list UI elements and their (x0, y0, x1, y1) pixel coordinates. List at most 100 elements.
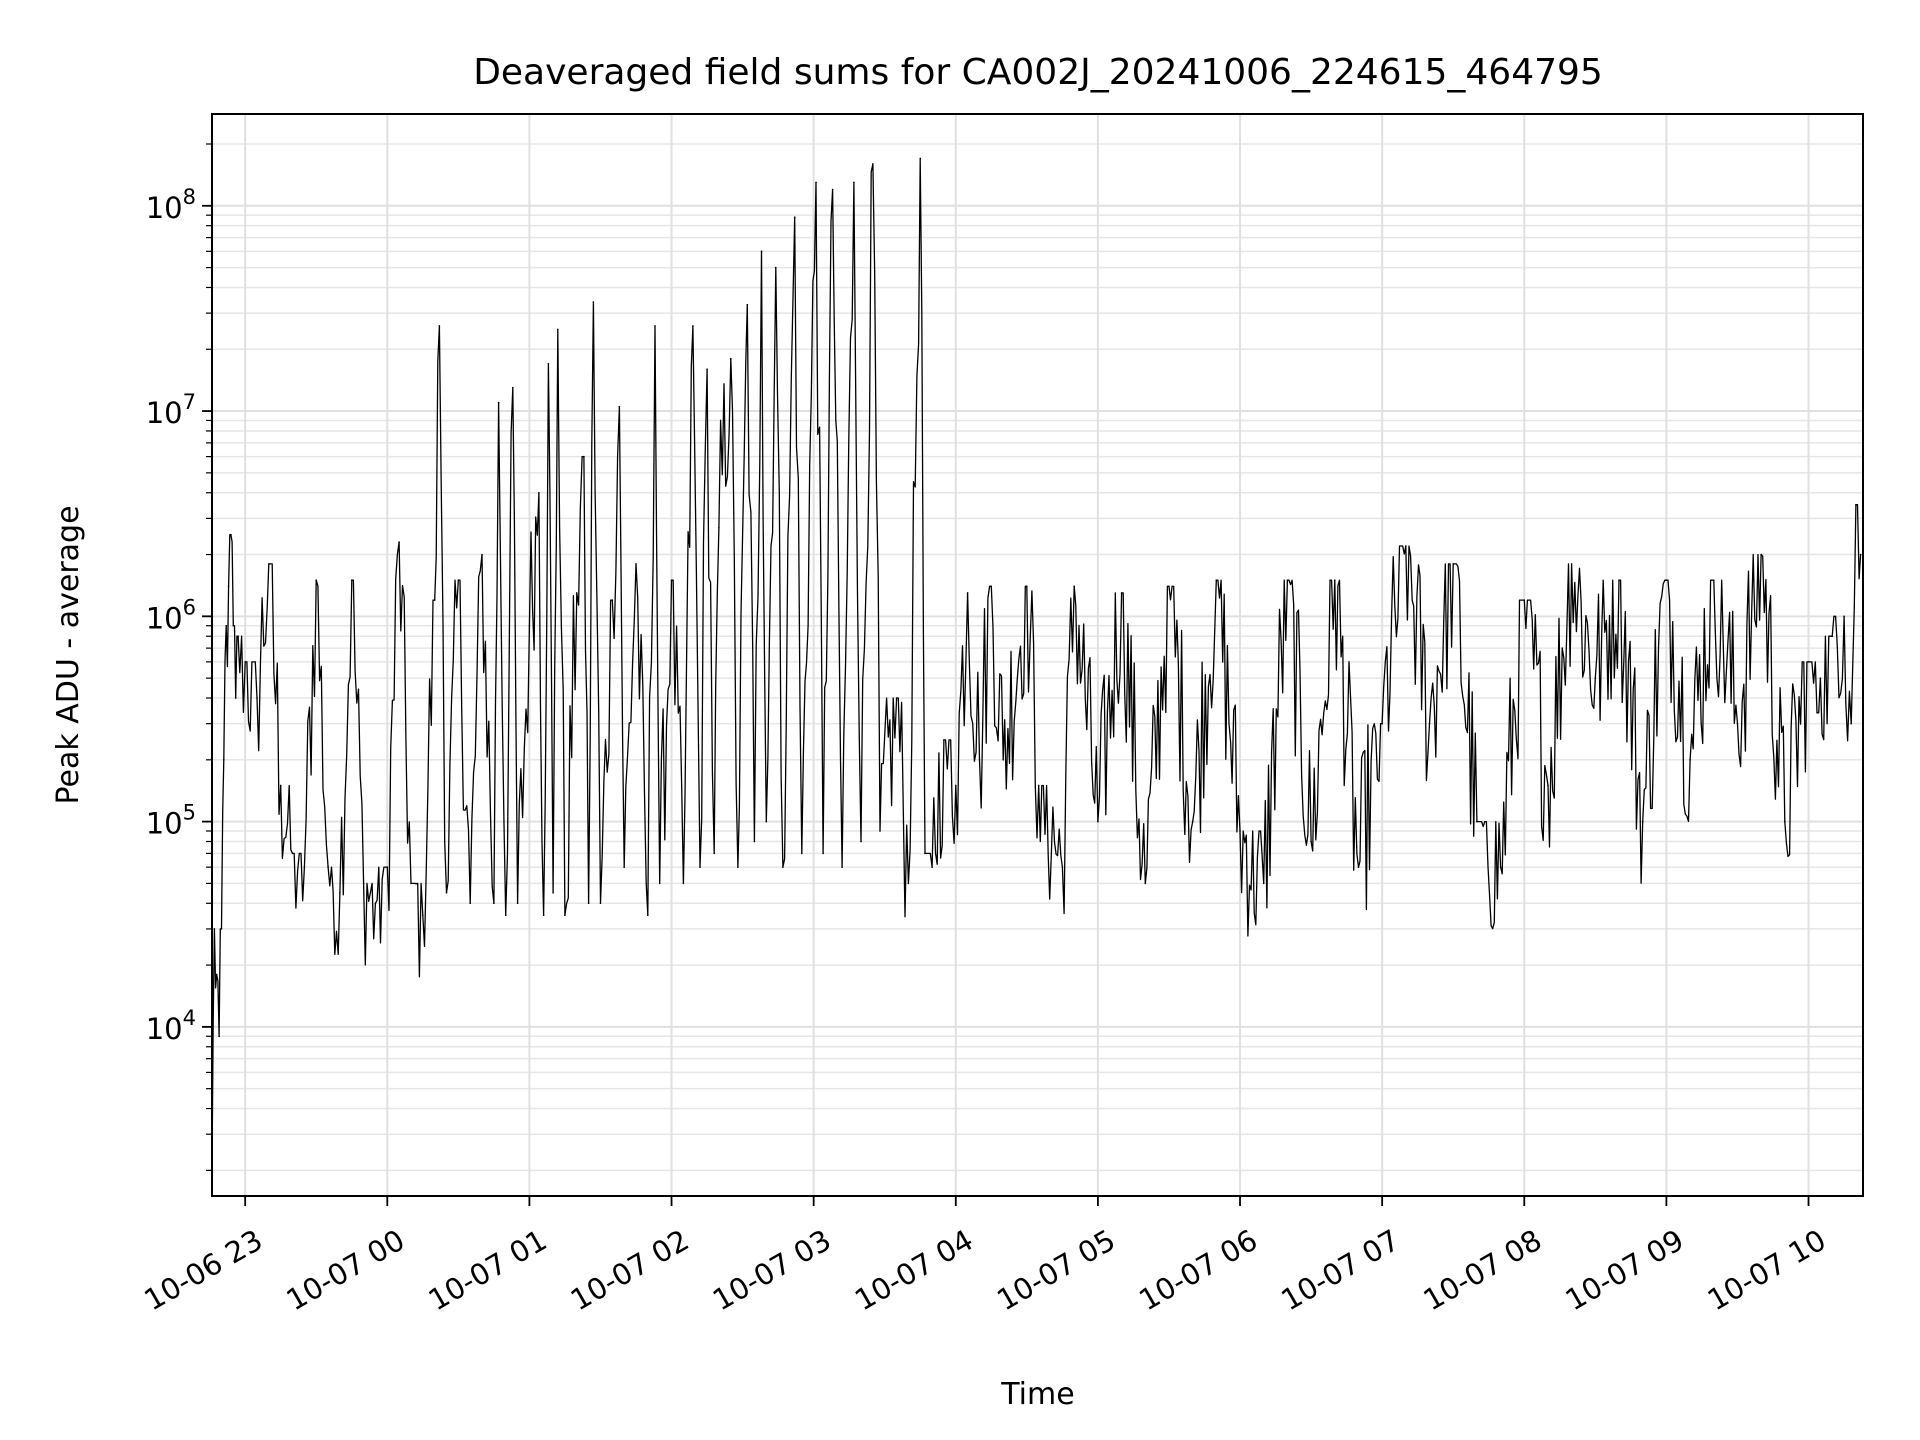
data-point (1594, 677, 1597, 679)
x-axis-label: Time (1000, 1377, 1074, 1412)
data-point (1310, 840, 1312, 843)
y-tick-label: 106 (146, 595, 196, 635)
data-point (1859, 553, 1862, 556)
data-point (1819, 677, 1822, 679)
data-point (504, 914, 507, 916)
data-point (213, 928, 216, 930)
data-point (481, 553, 483, 556)
data-point (654, 325, 656, 327)
data-point (303, 866, 306, 868)
data-point (647, 914, 649, 916)
data-point (729, 357, 732, 360)
data-point (713, 852, 715, 855)
data-point (538, 491, 540, 494)
data-point (362, 882, 365, 885)
data-point (599, 902, 602, 905)
data-point (1061, 866, 1064, 868)
data-point (422, 914, 424, 916)
data-point (692, 325, 694, 327)
chart-title: Deaveraged field sums for CA002J_2024100… (473, 52, 1603, 93)
data-point (1239, 830, 1241, 832)
data-point (1381, 722, 1383, 725)
data-point (234, 697, 237, 699)
data-point (760, 250, 763, 253)
data-point (1191, 820, 1194, 823)
data-point (268, 563, 270, 565)
data-point (1168, 585, 1170, 588)
data-point (232, 624, 235, 627)
data-point (1097, 820, 1099, 823)
data-point (1807, 661, 1810, 663)
data-point (1073, 585, 1076, 588)
data-point (291, 852, 294, 855)
data-point (782, 866, 784, 868)
series-layer (211, 157, 1862, 1172)
data-point (1570, 563, 1573, 565)
data-point (438, 325, 441, 327)
data-point (547, 362, 550, 365)
data-point (433, 599, 436, 601)
data-point (879, 830, 881, 832)
data-point (860, 840, 862, 843)
data-point (516, 902, 519, 905)
data-point (542, 914, 545, 916)
y-tick-label: 107 (146, 390, 196, 430)
data-point (327, 866, 329, 868)
data-point (244, 661, 246, 663)
data-point (853, 181, 855, 184)
data-point (1405, 545, 1407, 547)
data-point (841, 866, 843, 868)
data-point (1736, 722, 1739, 725)
data-point (493, 902, 495, 905)
data-point (1037, 784, 1040, 787)
data-point (218, 1035, 220, 1038)
data-point (227, 585, 230, 588)
data-point (1026, 585, 1028, 588)
data-point (774, 266, 777, 269)
data-point (410, 882, 412, 885)
data-point (1831, 635, 1834, 638)
data-point (1452, 563, 1455, 565)
data-point (919, 157, 922, 160)
data-point (512, 386, 514, 389)
data-point (699, 866, 701, 868)
data-point (1286, 579, 1289, 581)
data-point (635, 563, 637, 565)
data-point (801, 852, 803, 855)
data-point (230, 533, 232, 536)
data-point (1499, 866, 1502, 868)
data-point (1689, 759, 1691, 761)
plot-frame (211, 113, 1864, 1197)
data-point (1712, 579, 1715, 581)
data-point (1428, 722, 1431, 725)
data-point (279, 784, 282, 787)
data-point (587, 902, 590, 905)
data-point (990, 585, 993, 588)
data-point (583, 455, 585, 458)
data-point (815, 181, 817, 184)
data-point (718, 526, 720, 529)
data-point (374, 902, 377, 905)
data-point (822, 852, 824, 855)
data-point (445, 891, 448, 894)
data-point (592, 301, 595, 303)
data-point (1850, 722, 1852, 725)
data-point (978, 759, 981, 761)
data-point (575, 592, 578, 594)
data-point (611, 599, 614, 601)
y-tick-label: 104 (146, 1006, 196, 1046)
data-point (1215, 579, 1218, 581)
data-point (220, 928, 223, 930)
data-point (223, 759, 225, 761)
data-point (1641, 820, 1644, 823)
data-point (350, 579, 353, 581)
data-point (746, 303, 749, 306)
data-point (1843, 615, 1845, 618)
y-axis-label: Peak ADU - average (51, 505, 86, 804)
data-point (623, 866, 625, 868)
data-series-line (211, 157, 1862, 1171)
data-point (1262, 882, 1265, 885)
data-point (1665, 579, 1668, 581)
data-point (931, 866, 933, 868)
